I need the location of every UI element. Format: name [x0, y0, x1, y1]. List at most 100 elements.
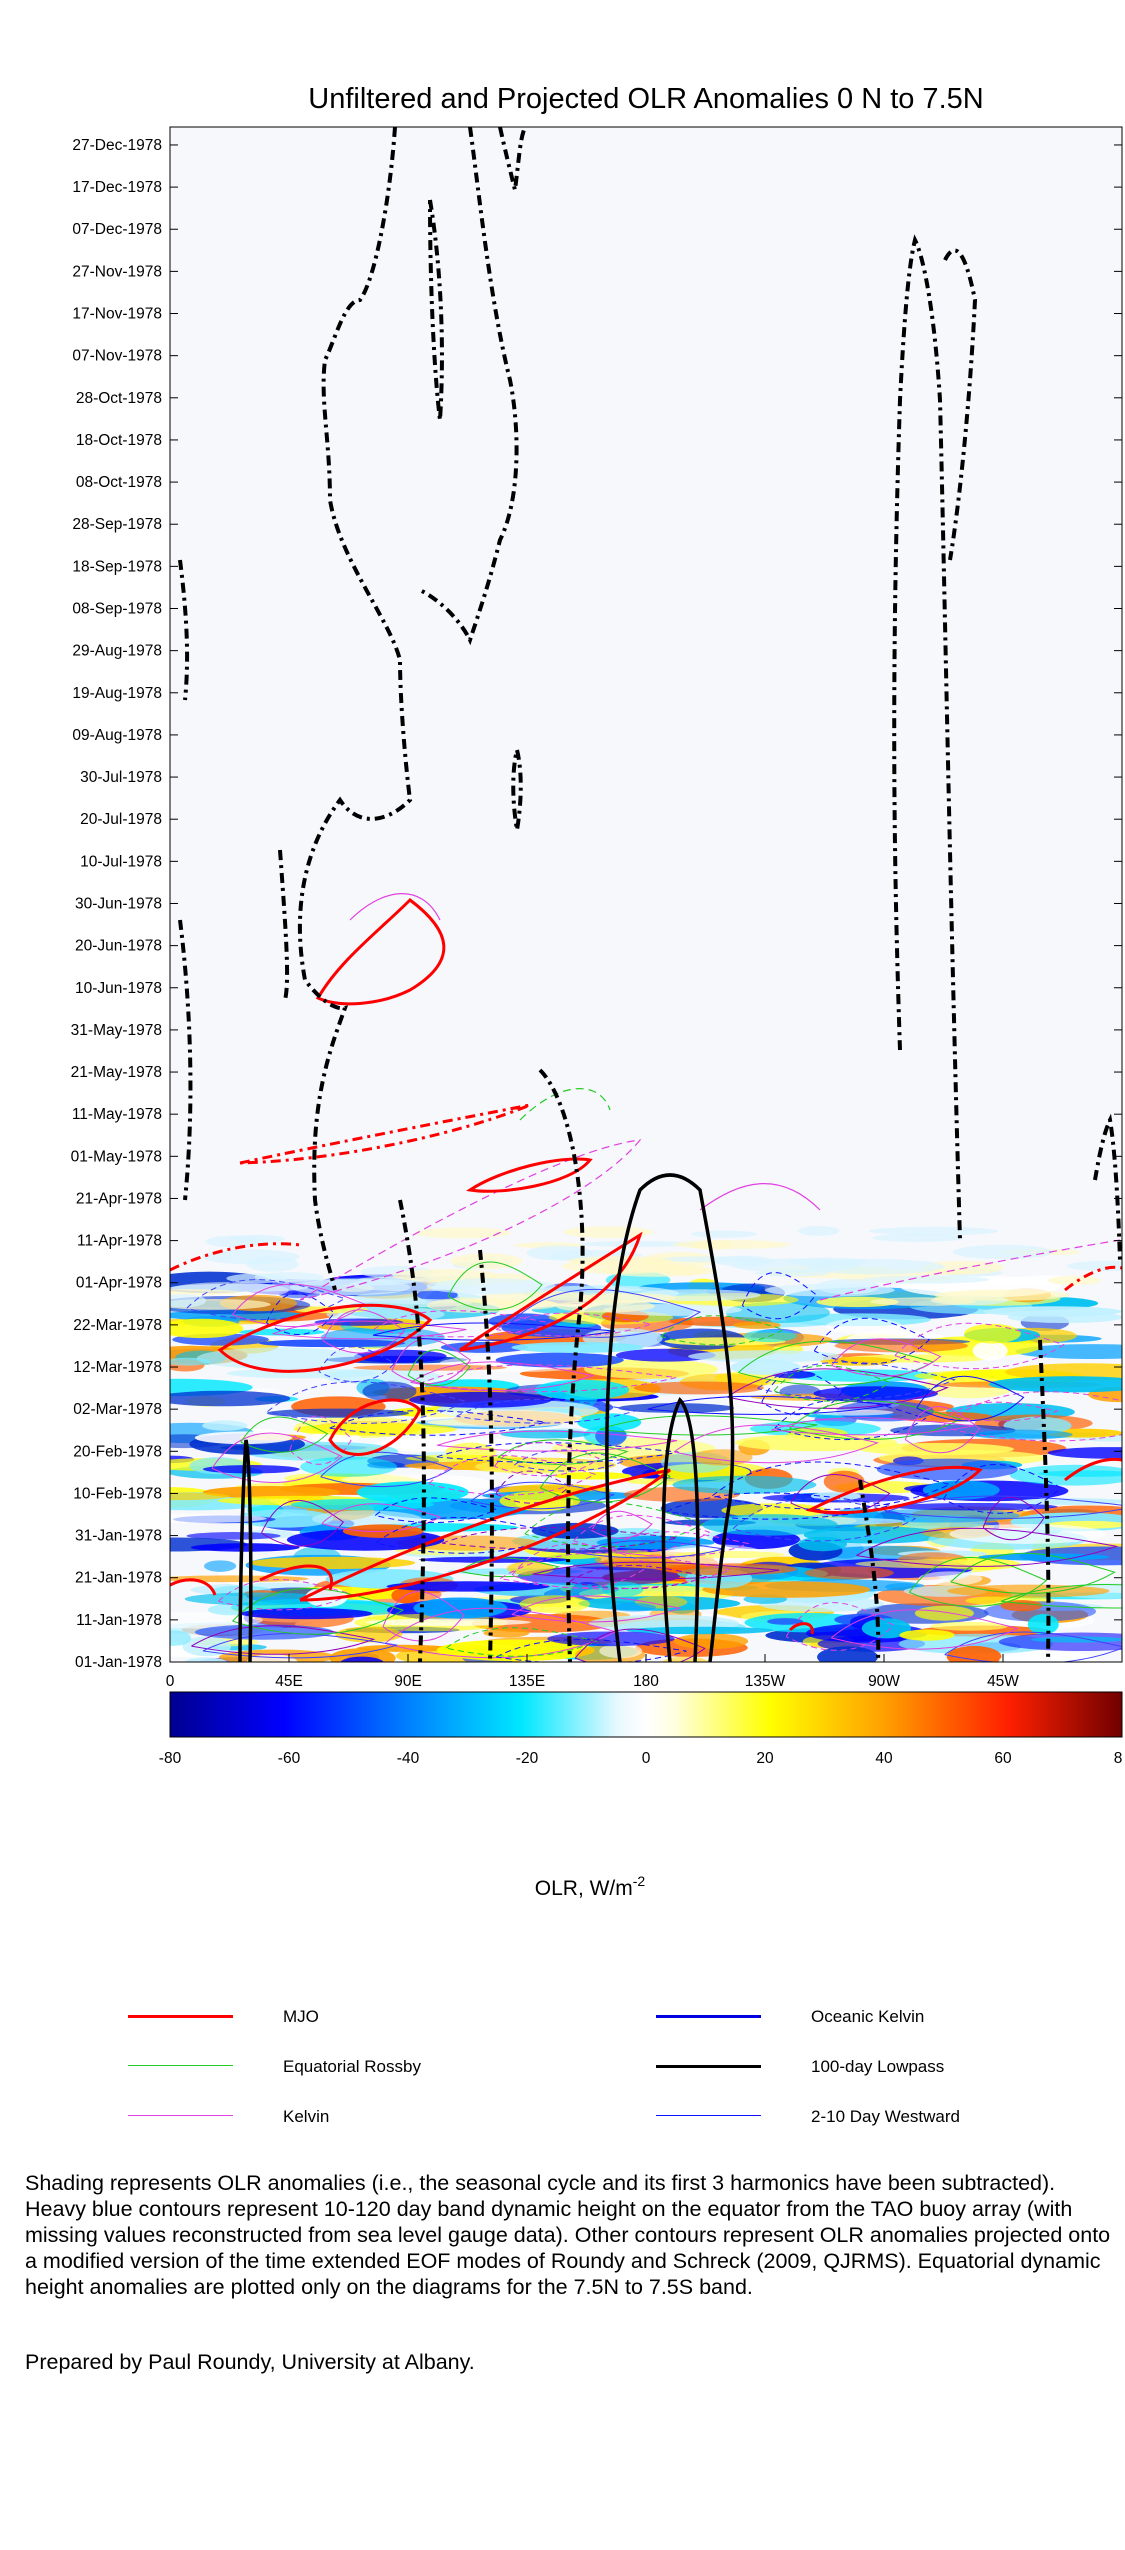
contour-line [1064, 1265, 1122, 1292]
y-tick-label: 31-Jan-1978 [75, 1528, 162, 1545]
y-tick-label: 01-May-1978 [71, 1148, 162, 1165]
contour-line [727, 1368, 949, 1409]
contour-line [660, 1315, 785, 1346]
contour-line [1038, 1339, 1051, 1662]
y-tick-label: 08-Sep-1978 [72, 601, 162, 618]
contour-line [774, 1399, 927, 1441]
contour-line [856, 1527, 1119, 1567]
shading-cell [562, 1226, 654, 1238]
contour-line [813, 1317, 931, 1365]
shading-cell [615, 1348, 716, 1362]
shading-cell [809, 1409, 894, 1416]
shading-cell [202, 1249, 300, 1265]
shading-cell [554, 1471, 632, 1480]
contour-line [982, 1496, 1045, 1541]
shading-cell [235, 1509, 334, 1528]
shading-cell [918, 1571, 983, 1586]
legend-label: Kelvin [283, 2107, 330, 2126]
shading-cell [365, 1618, 532, 1626]
shading-cell [204, 1560, 237, 1572]
contour-line [944, 1631, 1122, 1662]
shading-cell [276, 1278, 415, 1286]
contour-line [666, 1492, 891, 1520]
shading-cell [577, 1413, 642, 1432]
contour-line [259, 1564, 334, 1591]
shading-cell [899, 1629, 955, 1641]
shading-cell [858, 1442, 1014, 1456]
contour-line [240, 1416, 329, 1453]
contour-line [761, 1370, 844, 1416]
shading-cell [409, 1391, 552, 1408]
colorbar-tick-label: -40 [397, 1750, 420, 1767]
y-tick-label: 27-Nov-1978 [72, 263, 162, 280]
shading-cell [205, 1235, 266, 1248]
shading-cell [702, 1581, 871, 1598]
x-tick-label: 0 [166, 1673, 175, 1690]
contour-line [496, 1639, 687, 1662]
contour-line [459, 1557, 560, 1578]
contour-line [573, 1514, 711, 1552]
contour-line [950, 1552, 1116, 1594]
x-axis: 0 45E 90E 135E 180 135W 90W 45W [166, 1654, 1019, 1690]
contour-line [436, 1442, 679, 1464]
shading-cell [758, 1595, 884, 1612]
shading-cell [767, 1618, 804, 1625]
shading-cell [202, 1485, 341, 1499]
x-tick-label: 135E [509, 1673, 545, 1690]
colorbar-tick-label: 0 [642, 1750, 651, 1767]
caption: Shading represents OLR anomalies (i.e., … [25, 2171, 1111, 2299]
shading-cell [202, 1465, 300, 1474]
shading-cell [972, 1340, 1008, 1361]
contour-line [509, 1288, 702, 1338]
shading-cell [413, 1597, 508, 1619]
contour-line [239, 1103, 531, 1165]
shading-cell [194, 1624, 334, 1640]
shading-cell [1004, 1363, 1122, 1381]
y-tick-label: 07-Dec-1978 [72, 221, 162, 238]
y-tick-label: 08-Oct-1978 [76, 474, 162, 491]
shading-cell [436, 1639, 595, 1662]
shading-cell [519, 1595, 590, 1613]
contour-line [459, 1231, 643, 1352]
contour-line [757, 1361, 957, 1400]
contour-line [894, 1322, 1065, 1370]
y-tick-label: 10-Jun-1978 [75, 980, 162, 997]
contour-line [278, 849, 290, 1001]
shading-cell [329, 1648, 396, 1662]
contour-line [904, 1406, 981, 1454]
shading-cell [170, 1288, 241, 1296]
colorbar-tick-label: 60 [994, 1750, 1012, 1767]
shading-cell [891, 1502, 1058, 1511]
y-tick-label: 30-Jul-1978 [80, 769, 162, 786]
contour-line [514, 1449, 629, 1472]
contour-line [456, 1398, 637, 1424]
contour-line [771, 1417, 974, 1436]
credit: Prepared by Paul Roundy, University at A… [25, 2350, 475, 2374]
y-tick-label: 18-Sep-1978 [72, 558, 162, 575]
shading-cell [868, 1226, 999, 1236]
shading-cell [626, 1626, 774, 1635]
y-tick-label: 28-Sep-1978 [72, 516, 162, 533]
shading-cell [362, 1381, 417, 1402]
legend-label: 100-day Lowpass [811, 2057, 945, 2076]
shading-cell [190, 1543, 300, 1552]
contour-line [238, 1439, 253, 1662]
contour-line [885, 1495, 1122, 1519]
contour-line [217, 1303, 433, 1373]
contour-line [948, 1401, 1059, 1422]
contour-line [186, 1279, 346, 1321]
contour-line [819, 1239, 1121, 1301]
shading-cell [300, 1456, 398, 1477]
y-tick-label: 11-Jan-1978 [76, 1612, 162, 1629]
shading-cell [823, 1470, 865, 1493]
contour-line [470, 1481, 616, 1510]
x-tick-label: 90E [394, 1673, 422, 1690]
contour-line [785, 1602, 895, 1651]
shading-cell [964, 1323, 1021, 1344]
x-tick-label: 135W [745, 1673, 786, 1690]
shading-cell [170, 1390, 291, 1407]
colorbar-tick-label: 20 [756, 1750, 774, 1767]
contour-line [372, 1322, 616, 1341]
y-tick-label: 27-Dec-1978 [72, 137, 162, 154]
colorbar-tick-label: -20 [516, 1750, 539, 1767]
